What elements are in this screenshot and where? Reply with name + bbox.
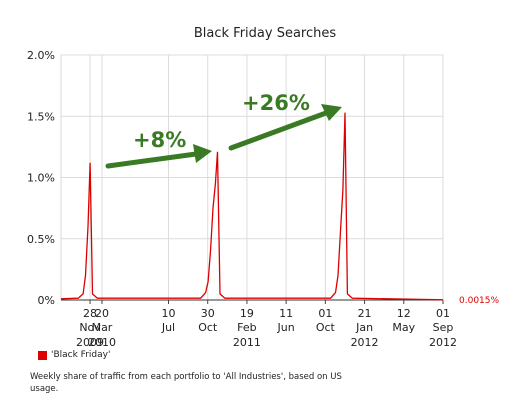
series-line-black-friday	[60, 112, 444, 301]
x-tick-day: 01	[436, 307, 450, 320]
x-tick-year: 2011	[233, 336, 261, 349]
x-tick-day: 30	[201, 307, 215, 320]
x-tick-mon: Mar	[92, 321, 113, 334]
x-tick-mon: Feb	[237, 321, 256, 334]
x-axis: 28Nov200920Mar201010Jul30Oct19Feb201111J…	[76, 300, 457, 349]
x-tick-day: 20	[95, 307, 109, 320]
x-tick-day: 10	[161, 307, 175, 320]
legend-swatch	[38, 350, 47, 360]
x-tick-mon: Nov	[79, 321, 101, 334]
annotation-arrow-2	[228, 104, 342, 151]
y-axis: 0% 0.5% 1.0% 1.5% 2.0%	[27, 49, 55, 307]
grid-lines	[60, 54, 444, 301]
x-tick-mon: Jul	[161, 321, 175, 334]
x-tick-mon: May	[392, 321, 415, 334]
y-tick-label: 0.5%	[27, 233, 55, 246]
chart-title: Black Friday Searches	[194, 26, 336, 41]
x-tick-mon: Jan	[355, 321, 373, 334]
x-tick-mon: Jun	[277, 321, 295, 334]
y-tick-label: 0%	[38, 294, 55, 307]
x-tick-year: 2009	[76, 336, 104, 349]
x-tick-day: 11	[279, 307, 293, 320]
x-tick-day: 12	[397, 307, 411, 320]
x-tick-day: 28	[83, 307, 97, 320]
annotation-label-2: +26%	[242, 91, 310, 115]
end-value-label: 0.0015%	[459, 296, 499, 306]
x-tick-day: 21	[358, 307, 372, 320]
x-tick-mon: Oct	[316, 321, 336, 334]
x-tick-year: 2010	[88, 336, 116, 349]
x-tick-mon: Sep	[433, 321, 454, 334]
y-tick-label: 1.5%	[27, 110, 55, 123]
y-tick-label: 2.0%	[27, 49, 55, 62]
x-tick-mon: Oct	[198, 321, 218, 334]
footnote: Weekly share of traffic from each portfo…	[30, 372, 342, 394]
legend-label: 'Black Friday'	[51, 350, 111, 360]
x-tick-year: 2012	[429, 336, 457, 349]
legend: 'Black Friday'	[38, 350, 110, 360]
x-tick-day: 19	[240, 307, 254, 320]
x-tick-day: 01	[318, 307, 332, 320]
x-tick-year: 2012	[351, 336, 379, 349]
annotation-label-1: +8%	[133, 128, 186, 152]
annotation-arrow-1	[105, 144, 212, 169]
y-tick-label: 1.0%	[27, 172, 55, 185]
